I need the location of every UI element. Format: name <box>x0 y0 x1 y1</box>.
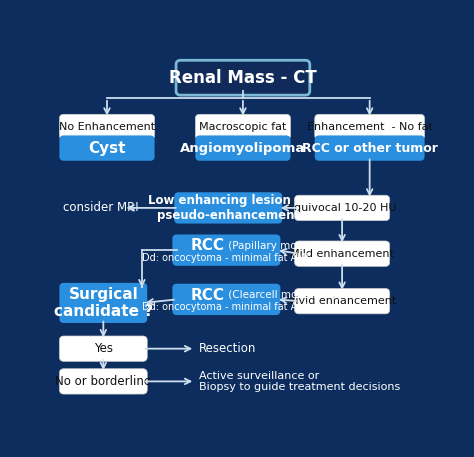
Text: RCC: RCC <box>191 239 225 254</box>
Text: (Clearcell most likely): (Clearcell most likely) <box>225 290 342 300</box>
Text: Cyst: Cyst <box>88 141 126 155</box>
FancyBboxPatch shape <box>174 192 282 223</box>
FancyBboxPatch shape <box>59 336 147 361</box>
Text: No Enhancement: No Enhancement <box>59 122 155 132</box>
Text: Dd: oncocytoma - minimal fat AML: Dd: oncocytoma - minimal fat AML <box>142 253 311 263</box>
Text: RCC or other tumor: RCC or other tumor <box>302 142 438 154</box>
FancyBboxPatch shape <box>59 369 147 394</box>
Text: Low enhancing lesion or
pseudo-enhancement: Low enhancing lesion or pseudo-enhanceme… <box>148 194 309 222</box>
Text: consider MRI: consider MRI <box>63 202 138 214</box>
Text: Equivocal 10-20 HU: Equivocal 10-20 HU <box>287 203 397 213</box>
FancyBboxPatch shape <box>195 114 291 140</box>
FancyBboxPatch shape <box>176 60 310 95</box>
Text: Mild enhancement: Mild enhancement <box>290 249 394 259</box>
Text: Angiomyolipoma: Angiomyolipoma <box>180 142 306 154</box>
FancyBboxPatch shape <box>294 288 390 314</box>
Text: Macroscopic fat: Macroscopic fat <box>199 122 287 132</box>
FancyBboxPatch shape <box>294 195 390 221</box>
Text: Active surveillance or
Biopsy to guide treatment decisions: Active surveillance or Biopsy to guide t… <box>199 371 400 392</box>
FancyBboxPatch shape <box>294 241 390 266</box>
Text: RCC: RCC <box>191 287 225 303</box>
FancyBboxPatch shape <box>173 234 281 266</box>
Text: Dd: oncocytoma - minimal fat AML: Dd: oncocytoma - minimal fat AML <box>142 302 311 312</box>
Text: Enhancement  - No fat: Enhancement - No fat <box>307 122 433 132</box>
FancyBboxPatch shape <box>59 114 155 140</box>
Text: Renal Mass - CT: Renal Mass - CT <box>169 69 317 87</box>
Text: (Papillary most likely): (Papillary most likely) <box>225 241 341 251</box>
FancyBboxPatch shape <box>59 283 147 323</box>
FancyBboxPatch shape <box>315 114 425 140</box>
Text: Resection: Resection <box>199 342 256 355</box>
Text: Vivid enhancement: Vivid enhancement <box>288 296 396 306</box>
FancyBboxPatch shape <box>173 284 281 315</box>
FancyBboxPatch shape <box>195 135 291 161</box>
Text: Yes: Yes <box>94 342 113 355</box>
FancyBboxPatch shape <box>59 135 155 161</box>
Text: No or borderline: No or borderline <box>55 375 151 388</box>
FancyBboxPatch shape <box>315 135 425 161</box>
Text: Surgical
candidate ?: Surgical candidate ? <box>54 287 153 319</box>
